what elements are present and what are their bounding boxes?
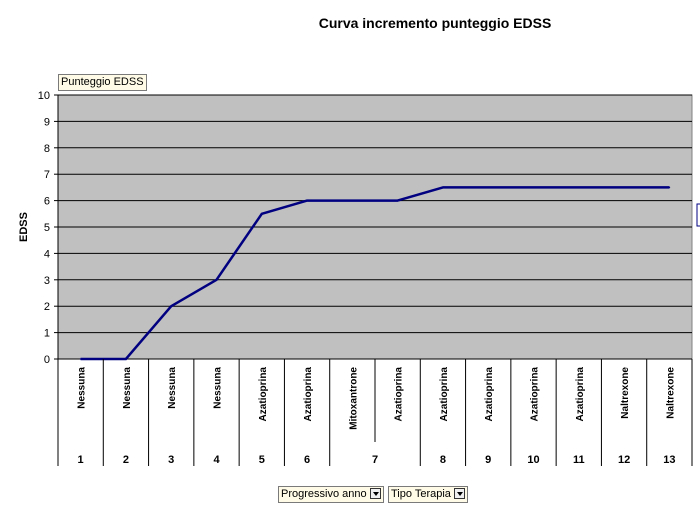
row-field-label: Tipo Terapia — [391, 488, 451, 500]
year-label: 1 — [78, 454, 84, 466]
chevron-down-icon[interactable] — [369, 488, 381, 499]
terapia-label: Nessuna — [213, 367, 224, 409]
data-point — [396, 199, 399, 202]
year-label: 6 — [304, 454, 310, 466]
year-label: 9 — [485, 454, 491, 466]
data-point — [442, 186, 444, 189]
terapia-label: Naltrexone — [665, 367, 676, 419]
y-tick-label: 2 — [44, 301, 50, 313]
data-point — [668, 186, 671, 189]
year-label: 10 — [527, 454, 539, 466]
y-tick-label: 5 — [44, 222, 50, 234]
terapia-label: Azatioprina — [530, 367, 541, 422]
terapia-label: Naltrexone — [620, 367, 631, 419]
data-point — [532, 186, 535, 189]
data-point — [170, 305, 172, 308]
data-point — [578, 186, 580, 189]
row-field-label: Progressivo anno — [281, 488, 367, 500]
series-line — [80, 186, 670, 361]
row-field-tipo-terapia[interactable]: Tipo Terapia — [388, 486, 468, 503]
terapia-label: Azatioprina — [303, 367, 314, 422]
data-point — [261, 213, 263, 215]
y-tick-label: 1 — [44, 328, 50, 340]
terapia-label: Mitoxantrone — [348, 367, 359, 430]
y-tick-label: 7 — [44, 169, 50, 181]
data-field-button[interactable]: Punteggio EDSS — [58, 74, 147, 91]
year-label: 3 — [168, 454, 174, 466]
y-tick-label: 8 — [44, 143, 50, 155]
y-axis-label: EDSS — [18, 212, 30, 242]
terapia-label: Azatioprina — [575, 367, 586, 422]
terapia-label: Nessuna — [167, 367, 178, 409]
chevron-down-icon[interactable] — [453, 488, 465, 499]
data-point — [623, 186, 625, 189]
year-label: 4 — [213, 454, 220, 466]
y-tick-label: 4 — [44, 248, 50, 260]
year-label: 11 — [573, 454, 585, 466]
terapia-label: Azatioprina — [258, 367, 269, 422]
data-point — [351, 199, 354, 202]
y-tick-label: 9 — [44, 116, 50, 128]
legend-box-clipped — [696, 203, 700, 227]
year-label: 7 — [372, 454, 378, 466]
y-tick-label: 3 — [44, 275, 50, 287]
chart-title: Curva incremento punteggio EDSS — [318, 15, 552, 31]
year-label: 8 — [440, 454, 446, 466]
data-field-label: Punteggio EDSS — [61, 76, 144, 88]
data-point — [306, 199, 308, 202]
year-label: 12 — [618, 454, 630, 466]
y-tick-label: 0 — [44, 354, 50, 366]
row-field-progressivo-anno[interactable]: Progressivo anno — [278, 486, 384, 503]
data-point — [125, 358, 127, 360]
terapia-label: Azatioprina — [394, 367, 405, 422]
terapia-label: Azatioprina — [484, 367, 495, 422]
data-point — [215, 279, 218, 281]
year-label: 2 — [123, 454, 129, 466]
year-label: 13 — [663, 454, 675, 466]
y-tick-label: 10 — [38, 90, 50, 102]
data-point — [487, 186, 490, 189]
data-point — [79, 358, 82, 360]
terapia-label: Nessuna — [77, 367, 88, 409]
terapia-label: Nessuna — [122, 367, 133, 409]
y-tick-label: 6 — [44, 196, 50, 208]
terapia-label: Azatioprina — [439, 367, 450, 422]
year-label: 5 — [259, 454, 265, 466]
